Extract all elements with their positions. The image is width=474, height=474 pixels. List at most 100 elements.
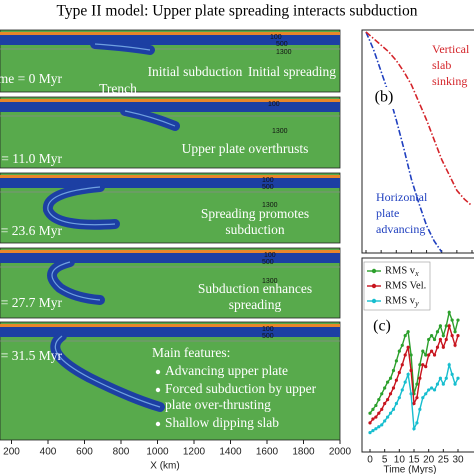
x-tick-label: 1800 bbox=[292, 447, 315, 458]
series-marker bbox=[409, 353, 413, 357]
annotation: spreading bbox=[229, 297, 282, 312]
series-marker bbox=[456, 334, 460, 338]
series-marker bbox=[441, 382, 445, 386]
legend-label: RMS vy bbox=[385, 295, 419, 307]
series-marker bbox=[430, 349, 434, 353]
annotation: Subduction enhances bbox=[198, 281, 312, 296]
contour-label: 1300 bbox=[262, 278, 278, 285]
series-marker bbox=[394, 401, 398, 406]
upper-band-orange bbox=[0, 175, 340, 178]
x-tick-label: 2000 bbox=[329, 447, 352, 458]
bullet bbox=[155, 369, 161, 375]
series-marker bbox=[403, 334, 407, 338]
series-marker bbox=[432, 337, 437, 342]
x-tick-label: 25 bbox=[438, 455, 450, 466]
contour-label: 500 bbox=[262, 184, 274, 191]
series-marker bbox=[377, 425, 381, 429]
series-marker bbox=[397, 349, 401, 353]
series-marker bbox=[418, 363, 422, 367]
figure-title: Type II model: Upper plate spreading int… bbox=[57, 3, 418, 20]
series-marker bbox=[383, 401, 387, 406]
series-marker bbox=[424, 392, 428, 396]
time-label: Time = 27.7 Myr bbox=[0, 295, 62, 310]
x-tick-label: 0 bbox=[367, 455, 373, 466]
series-marker bbox=[456, 376, 460, 380]
series-marker bbox=[374, 403, 378, 408]
series-marker bbox=[371, 429, 375, 433]
series-marker bbox=[450, 372, 454, 376]
annotation: Initial subduction bbox=[148, 64, 243, 79]
series-marker bbox=[380, 392, 384, 396]
series-marker bbox=[386, 398, 390, 402]
annotation: Spreading promotes bbox=[201, 206, 309, 221]
series-marker bbox=[424, 365, 428, 369]
series-marker bbox=[415, 382, 419, 386]
x-tick-label: 1600 bbox=[256, 447, 279, 458]
series-marker bbox=[388, 376, 393, 380]
series-marker bbox=[371, 407, 375, 411]
x-tick-label: 10 bbox=[394, 455, 406, 466]
series-line bbox=[365, 31, 473, 207]
x-tick-label: 800 bbox=[113, 447, 130, 458]
series-marker bbox=[406, 372, 410, 376]
series-marker bbox=[421, 349, 425, 353]
legend-marker bbox=[371, 268, 377, 274]
series-marker bbox=[432, 353, 437, 357]
time-label: Time = 11.0 Myr bbox=[0, 151, 62, 166]
series-marker bbox=[386, 380, 390, 384]
x-tick-label: 30 bbox=[452, 455, 464, 466]
series-marker bbox=[427, 337, 431, 342]
series-marker bbox=[403, 353, 407, 357]
series-marker bbox=[383, 419, 387, 423]
panel-label: (b) bbox=[375, 89, 394, 106]
legend-label: RMS vx bbox=[385, 265, 419, 277]
series-marker bbox=[406, 345, 410, 349]
series-marker bbox=[383, 386, 387, 390]
series-marker bbox=[438, 376, 442, 380]
annotation: Shallow dipping slab bbox=[165, 415, 279, 430]
series-marker bbox=[409, 392, 413, 396]
contour-label: 500 bbox=[262, 259, 274, 266]
series-marker bbox=[371, 417, 375, 421]
x-tick-label: 15 bbox=[408, 455, 420, 466]
series-marker bbox=[435, 382, 440, 386]
series-marker bbox=[450, 318, 454, 322]
series-annotation: Vertical slab sinking bbox=[432, 42, 472, 88]
series-marker bbox=[444, 337, 448, 342]
series-marker bbox=[391, 407, 396, 411]
series-marker bbox=[421, 396, 425, 400]
series-marker bbox=[412, 427, 416, 431]
series-marker bbox=[406, 330, 410, 334]
series-marker bbox=[444, 324, 448, 328]
time-label: Time = 0 Myr bbox=[0, 71, 62, 86]
lithosphere-band bbox=[0, 253, 340, 263]
annotation: Forced subduction by upper bbox=[165, 381, 317, 396]
contour-label: 1300 bbox=[272, 128, 288, 135]
plot-frame bbox=[361, 29, 474, 254]
legend-label: RMS Vel. bbox=[385, 280, 426, 291]
series-marker bbox=[391, 368, 396, 373]
series-marker bbox=[441, 345, 445, 349]
series-marker bbox=[368, 421, 372, 425]
legend-marker bbox=[371, 283, 377, 289]
contour-label: 500 bbox=[276, 41, 288, 48]
series-marker bbox=[447, 324, 451, 328]
series-marker bbox=[444, 376, 448, 380]
series-annotation: Horizontal plate advancing bbox=[376, 190, 430, 236]
series-marker bbox=[397, 396, 401, 400]
series-marker bbox=[368, 431, 372, 435]
slab-core bbox=[94, 43, 151, 51]
panel-label: (c) bbox=[373, 318, 391, 335]
x-tick-label: 20 bbox=[423, 455, 435, 466]
x-tick-label: 1000 bbox=[146, 447, 169, 458]
series-marker bbox=[388, 411, 393, 415]
series-marker bbox=[430, 386, 434, 390]
series-marker bbox=[386, 415, 390, 419]
series-marker bbox=[453, 330, 457, 334]
time-label: Time = 23.6 Myr bbox=[0, 223, 62, 238]
series-marker bbox=[450, 334, 454, 338]
series-marker bbox=[380, 423, 384, 427]
bullet bbox=[155, 387, 161, 393]
lithosphere-band bbox=[0, 102, 340, 112]
annotation: Upper plate overthrusts bbox=[182, 141, 309, 156]
